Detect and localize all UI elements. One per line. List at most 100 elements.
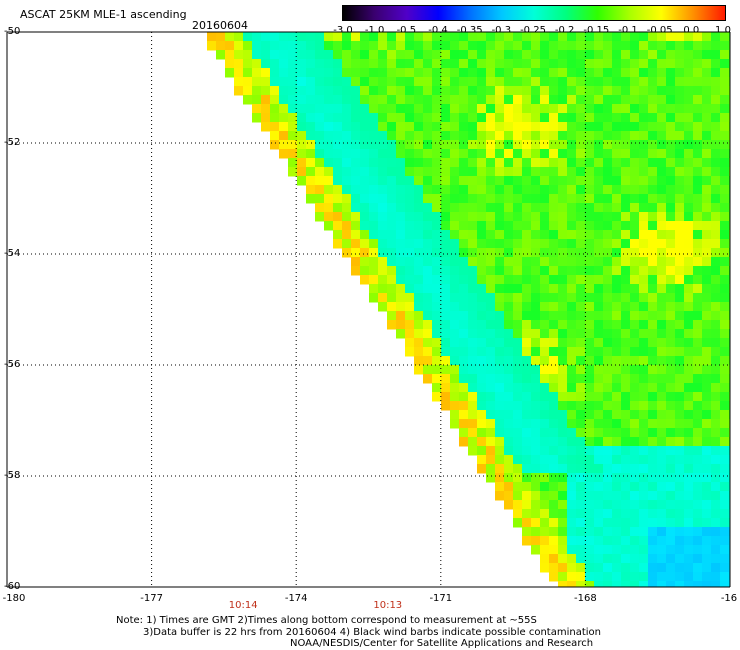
swath-cell	[558, 77, 568, 87]
swath-cell	[639, 536, 649, 546]
swath-cell	[549, 212, 559, 222]
swath-cell	[621, 518, 631, 528]
swath-cell	[684, 212, 694, 222]
swath-cell	[657, 545, 667, 555]
swath-cell	[477, 419, 487, 429]
swath-cell	[675, 500, 685, 510]
swath-cell	[495, 311, 505, 321]
swath-cell	[297, 41, 307, 51]
swath-cell	[558, 149, 568, 159]
swath-cell	[288, 131, 298, 141]
swath-cell	[378, 275, 388, 285]
swath-cell	[414, 293, 424, 303]
swath-cell	[531, 248, 541, 258]
swath-cell	[495, 491, 505, 501]
swath-cell	[423, 284, 433, 294]
swath-cell	[612, 392, 622, 402]
swath-cell	[540, 392, 550, 402]
swath-cell	[621, 203, 631, 213]
swath-cell	[630, 347, 640, 357]
swath-cell	[324, 113, 334, 123]
swath-cell	[585, 329, 595, 339]
swath-cell	[702, 338, 712, 348]
swath-cell	[684, 203, 694, 213]
swath-cell	[378, 266, 388, 276]
swath-cell	[702, 77, 712, 87]
longitude-label: -177	[140, 593, 163, 604]
swath-cell	[441, 302, 451, 312]
swath-cell	[504, 32, 514, 42]
swath-cell	[684, 536, 694, 546]
swath-cell	[333, 50, 343, 60]
swath-cell	[558, 482, 568, 492]
swath-cell	[585, 293, 595, 303]
swath-cell	[450, 329, 460, 339]
swath-cell	[504, 158, 514, 168]
swath-cell	[639, 311, 649, 321]
swath-cell	[630, 446, 640, 456]
swath-cell	[468, 158, 478, 168]
swath-cell	[504, 239, 514, 249]
swath-cell	[621, 248, 631, 258]
swath-cell	[594, 185, 604, 195]
swath-cell	[720, 257, 730, 267]
swath-cell	[684, 194, 694, 204]
swath-cell	[405, 104, 415, 114]
swath-cell	[387, 158, 397, 168]
swath-cell	[405, 86, 415, 96]
swath-cell	[594, 374, 604, 384]
swath-cell	[666, 419, 676, 429]
latitude-label: -52	[4, 137, 21, 148]
swath-cell	[666, 518, 676, 528]
swath-cell	[585, 275, 595, 285]
swath-cell	[540, 509, 550, 519]
swath-cell	[594, 203, 604, 213]
swath-cell	[441, 401, 451, 411]
swath-cell	[630, 41, 640, 51]
swath-cell	[522, 446, 532, 456]
swath-cell	[522, 248, 532, 258]
swath-cell	[612, 428, 622, 438]
swath-cell	[468, 347, 478, 357]
swath-cell	[486, 194, 496, 204]
swath-cell	[612, 383, 622, 393]
swath-cell	[387, 50, 397, 60]
swath-cell	[648, 581, 658, 587]
swath-cell	[261, 59, 271, 69]
swath-cell	[657, 365, 667, 375]
swath-cell	[342, 176, 352, 186]
swath-cell	[549, 527, 559, 537]
swath-cell	[531, 104, 541, 114]
swath-cell	[279, 41, 289, 51]
swath-cell	[378, 122, 388, 132]
swath-cell	[423, 41, 433, 51]
swath-cell	[603, 302, 613, 312]
swath-cell	[711, 140, 721, 150]
swath-cell	[459, 113, 469, 123]
swath-cell	[558, 572, 568, 582]
swath-cell	[531, 149, 541, 159]
swath-cell	[315, 77, 325, 87]
swath-cell	[639, 275, 649, 285]
swath-cell	[585, 149, 595, 159]
swath-cell	[621, 68, 631, 78]
swath-cell	[495, 185, 505, 195]
swath-cell	[540, 518, 550, 528]
swath-cell	[648, 419, 658, 429]
swath-cell	[711, 338, 721, 348]
swath-cell	[621, 293, 631, 303]
swath-cell	[657, 338, 667, 348]
swath-cell	[702, 194, 712, 204]
swath-cell	[648, 482, 658, 492]
swath-cell	[558, 545, 568, 555]
swath-cell	[513, 176, 523, 186]
swath-cell	[387, 185, 397, 195]
swath-cell	[360, 203, 370, 213]
swath-cell	[603, 401, 613, 411]
swath-cell	[558, 140, 568, 150]
swath-cell	[450, 374, 460, 384]
swath-cell	[549, 158, 559, 168]
swath-cell	[594, 329, 604, 339]
swath-cell	[279, 32, 289, 42]
swath-cell	[522, 32, 532, 42]
